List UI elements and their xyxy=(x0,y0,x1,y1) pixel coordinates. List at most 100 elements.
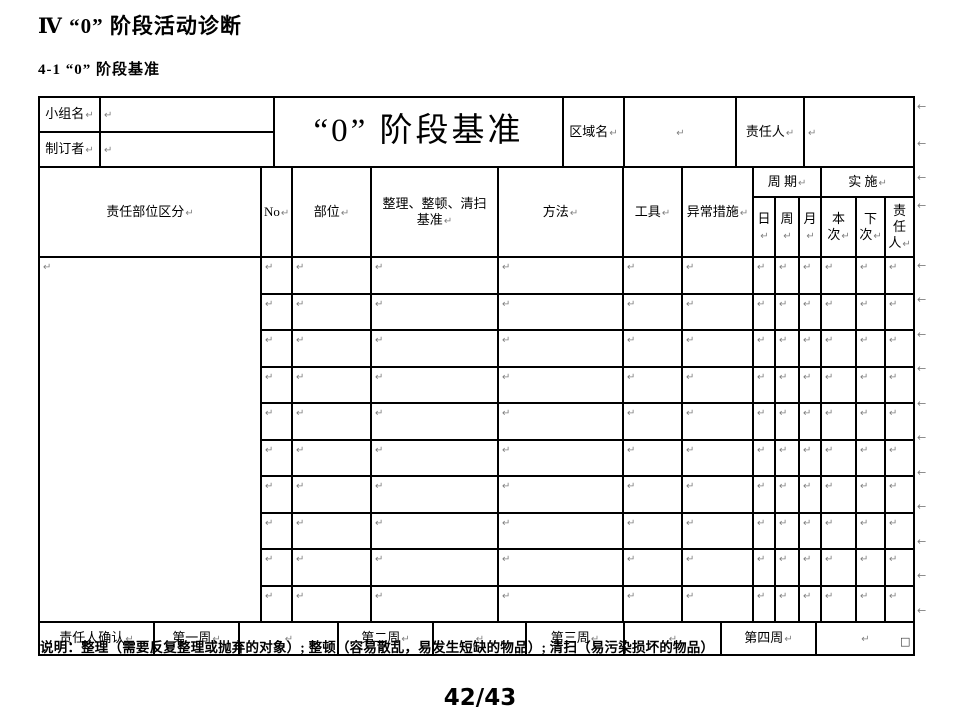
paragraph-mark: ↵ xyxy=(265,554,274,565)
paragraph-mark: ↵ xyxy=(803,554,812,565)
paragraph-mark: ↵ xyxy=(878,177,887,189)
table-row: 小组名↵ ↵ “0” 阶段基准 区域名↵ ↵ 责任人↵ ↵ xyxy=(38,96,915,168)
body-cell: ↵ xyxy=(820,548,858,587)
col-group-cycle: 周 期↵ xyxy=(751,166,823,198)
body-cell: ↵ xyxy=(820,365,858,404)
paragraph-mark: ↵ xyxy=(661,207,671,219)
paragraph-mark: ↵ xyxy=(803,517,812,529)
body-cell: ↵ xyxy=(497,329,624,368)
body-cell: ↵ xyxy=(291,475,372,514)
paragraph-mark: ↵ xyxy=(757,335,766,346)
body-cell: ↵ xyxy=(622,256,683,295)
body-cell: ↵ xyxy=(681,475,754,514)
body-cell: ↵ xyxy=(774,365,800,404)
table-row: ↵ ↵ ↵ ↵ ↵ ↵ ↵ ↵ ↵ ↵ ↵ ↵ xyxy=(39,292,916,331)
body-cell: ↵ xyxy=(774,292,800,331)
body-cell: ↵ xyxy=(681,256,754,295)
body-cell: ↵ xyxy=(855,548,887,587)
paragraph-mark: ↵ xyxy=(627,590,636,602)
body-cell: ↵ xyxy=(622,511,683,550)
body-cell: ↵ xyxy=(820,511,858,550)
body-cell: ↵ xyxy=(797,548,823,587)
body-cell: ↵ xyxy=(260,256,293,295)
paragraph-mark: ↵ xyxy=(676,127,685,139)
body-cell: ↵ xyxy=(497,584,624,623)
paragraph-mark: ↵ xyxy=(43,262,52,273)
paragraph-mark: ↵ xyxy=(686,371,695,383)
body-cell: ↵ xyxy=(884,548,916,587)
paragraph-mark: ↵ xyxy=(825,481,834,492)
paragraph-mark: ↵ xyxy=(686,481,695,492)
paragraph-mark: ↵ xyxy=(779,408,788,419)
confirmation-empty-cell: ↵ xyxy=(432,621,527,656)
paragraph-mark: ↵ xyxy=(889,371,898,383)
body-cell: ↵ xyxy=(681,365,754,404)
col-header-month: 月↵ xyxy=(797,196,823,258)
paragraph-mark: ↵ xyxy=(825,262,834,273)
paragraph-mark: ↵ xyxy=(783,230,792,242)
body-cell: ↵ xyxy=(370,292,499,331)
body-cell: ↵ xyxy=(260,365,293,404)
paragraph-mark: ↵ xyxy=(375,590,384,602)
maker-value-cell: ↵ xyxy=(99,131,275,168)
paragraph-mark: ↵ xyxy=(185,207,194,219)
paragraph-mark: ↵ xyxy=(502,408,511,419)
body-cell: ↵ xyxy=(884,402,916,441)
body-cell: ↵ xyxy=(774,256,800,295)
body-cell: ↵ xyxy=(855,438,887,477)
paragraph-mark: ↵ xyxy=(686,590,695,602)
table-row: ↵ ↵ ↵ ↵ ↵ ↵ ↵ ↵ ↵ ↵ ↵ ↵ ↵ xyxy=(38,256,916,623)
paragraph-mark: ↵ xyxy=(668,634,678,646)
paragraph-mark: ↵ xyxy=(757,298,766,310)
body-cell: ↵ xyxy=(797,584,823,623)
body-cell: ↵ xyxy=(752,402,776,441)
confirmation-label: 第一周 xyxy=(172,630,212,646)
row-end-mark: ← xyxy=(917,431,927,444)
body-cell: ↵ xyxy=(774,329,800,368)
table-row: ↵ ↵ ↵ ↵ ↵ ↵ ↵ ↵ ↵ ↵ ↵ ↵ xyxy=(39,365,916,404)
paragraph-mark: ↵ xyxy=(502,262,511,273)
body-cell: ↵ xyxy=(797,365,823,404)
table-row: ↵ ↵ ↵ ↵ ↵ ↵ ↵ ↵ ↵ ↵ ↵ ↵ xyxy=(39,548,916,587)
paragraph-mark: ↵ xyxy=(296,371,305,383)
paragraph-mark: ↵ xyxy=(757,554,766,565)
body-cell: ↵ xyxy=(497,548,624,587)
paragraph-mark: ↵ xyxy=(825,554,834,565)
body-cell: ↵ xyxy=(774,548,800,587)
body-cell: ↵ xyxy=(820,438,858,477)
paragraph-mark: ↵ xyxy=(806,230,815,242)
col-header-week: 周↵ xyxy=(774,196,800,258)
paragraph-mark: ↵ xyxy=(296,554,305,565)
paragraph-mark: ↵ xyxy=(296,444,305,456)
paragraph-mark: ↵ xyxy=(375,408,384,419)
paragraph-mark: ↵ xyxy=(296,590,305,602)
paragraph-mark: ↵ xyxy=(889,590,898,602)
body-cell: ↵ xyxy=(681,511,754,550)
paragraph-mark: ↵ xyxy=(125,634,134,646)
paragraph-mark: ↵ xyxy=(104,110,113,122)
col-header-this-time: 本 次↵ xyxy=(820,196,858,258)
body-cell: ↵ xyxy=(291,329,372,368)
body-cell: ↵ xyxy=(855,365,887,404)
paragraph-mark: ↵ xyxy=(502,444,511,456)
body-cell: ↵ xyxy=(855,402,887,441)
body-cell: ↵ xyxy=(260,402,293,441)
col-header-abnormal: 异常措施↵ xyxy=(681,166,754,258)
body-cell: ↵ xyxy=(291,402,372,441)
paragraph-mark: ↵ xyxy=(296,335,305,346)
paragraph-mark: ↵ xyxy=(296,408,305,419)
paragraph-mark: ↵ xyxy=(375,554,384,565)
paragraph-mark: ↵ xyxy=(889,262,898,273)
body-cell: ↵ xyxy=(291,548,372,587)
row-end-mark: ← xyxy=(917,500,927,513)
paragraph-mark: ↵ xyxy=(502,298,511,310)
paragraph-mark: ↵ xyxy=(375,262,384,273)
body-cell: ↵ xyxy=(855,256,887,295)
body-cell: ↵ xyxy=(884,292,916,331)
body-cell: ↵ xyxy=(752,292,776,331)
paragraph-mark: ↵ xyxy=(590,634,600,646)
paragraph-mark: ↵ xyxy=(860,408,869,419)
paragraph-mark: ↵ xyxy=(686,335,695,346)
table-row: ↵ ↵ ↵ ↵ ↵ ↵ ↵ ↵ ↵ ↵ ↵ ↵ xyxy=(39,329,916,368)
paragraph-mark: ↵ xyxy=(889,298,898,310)
